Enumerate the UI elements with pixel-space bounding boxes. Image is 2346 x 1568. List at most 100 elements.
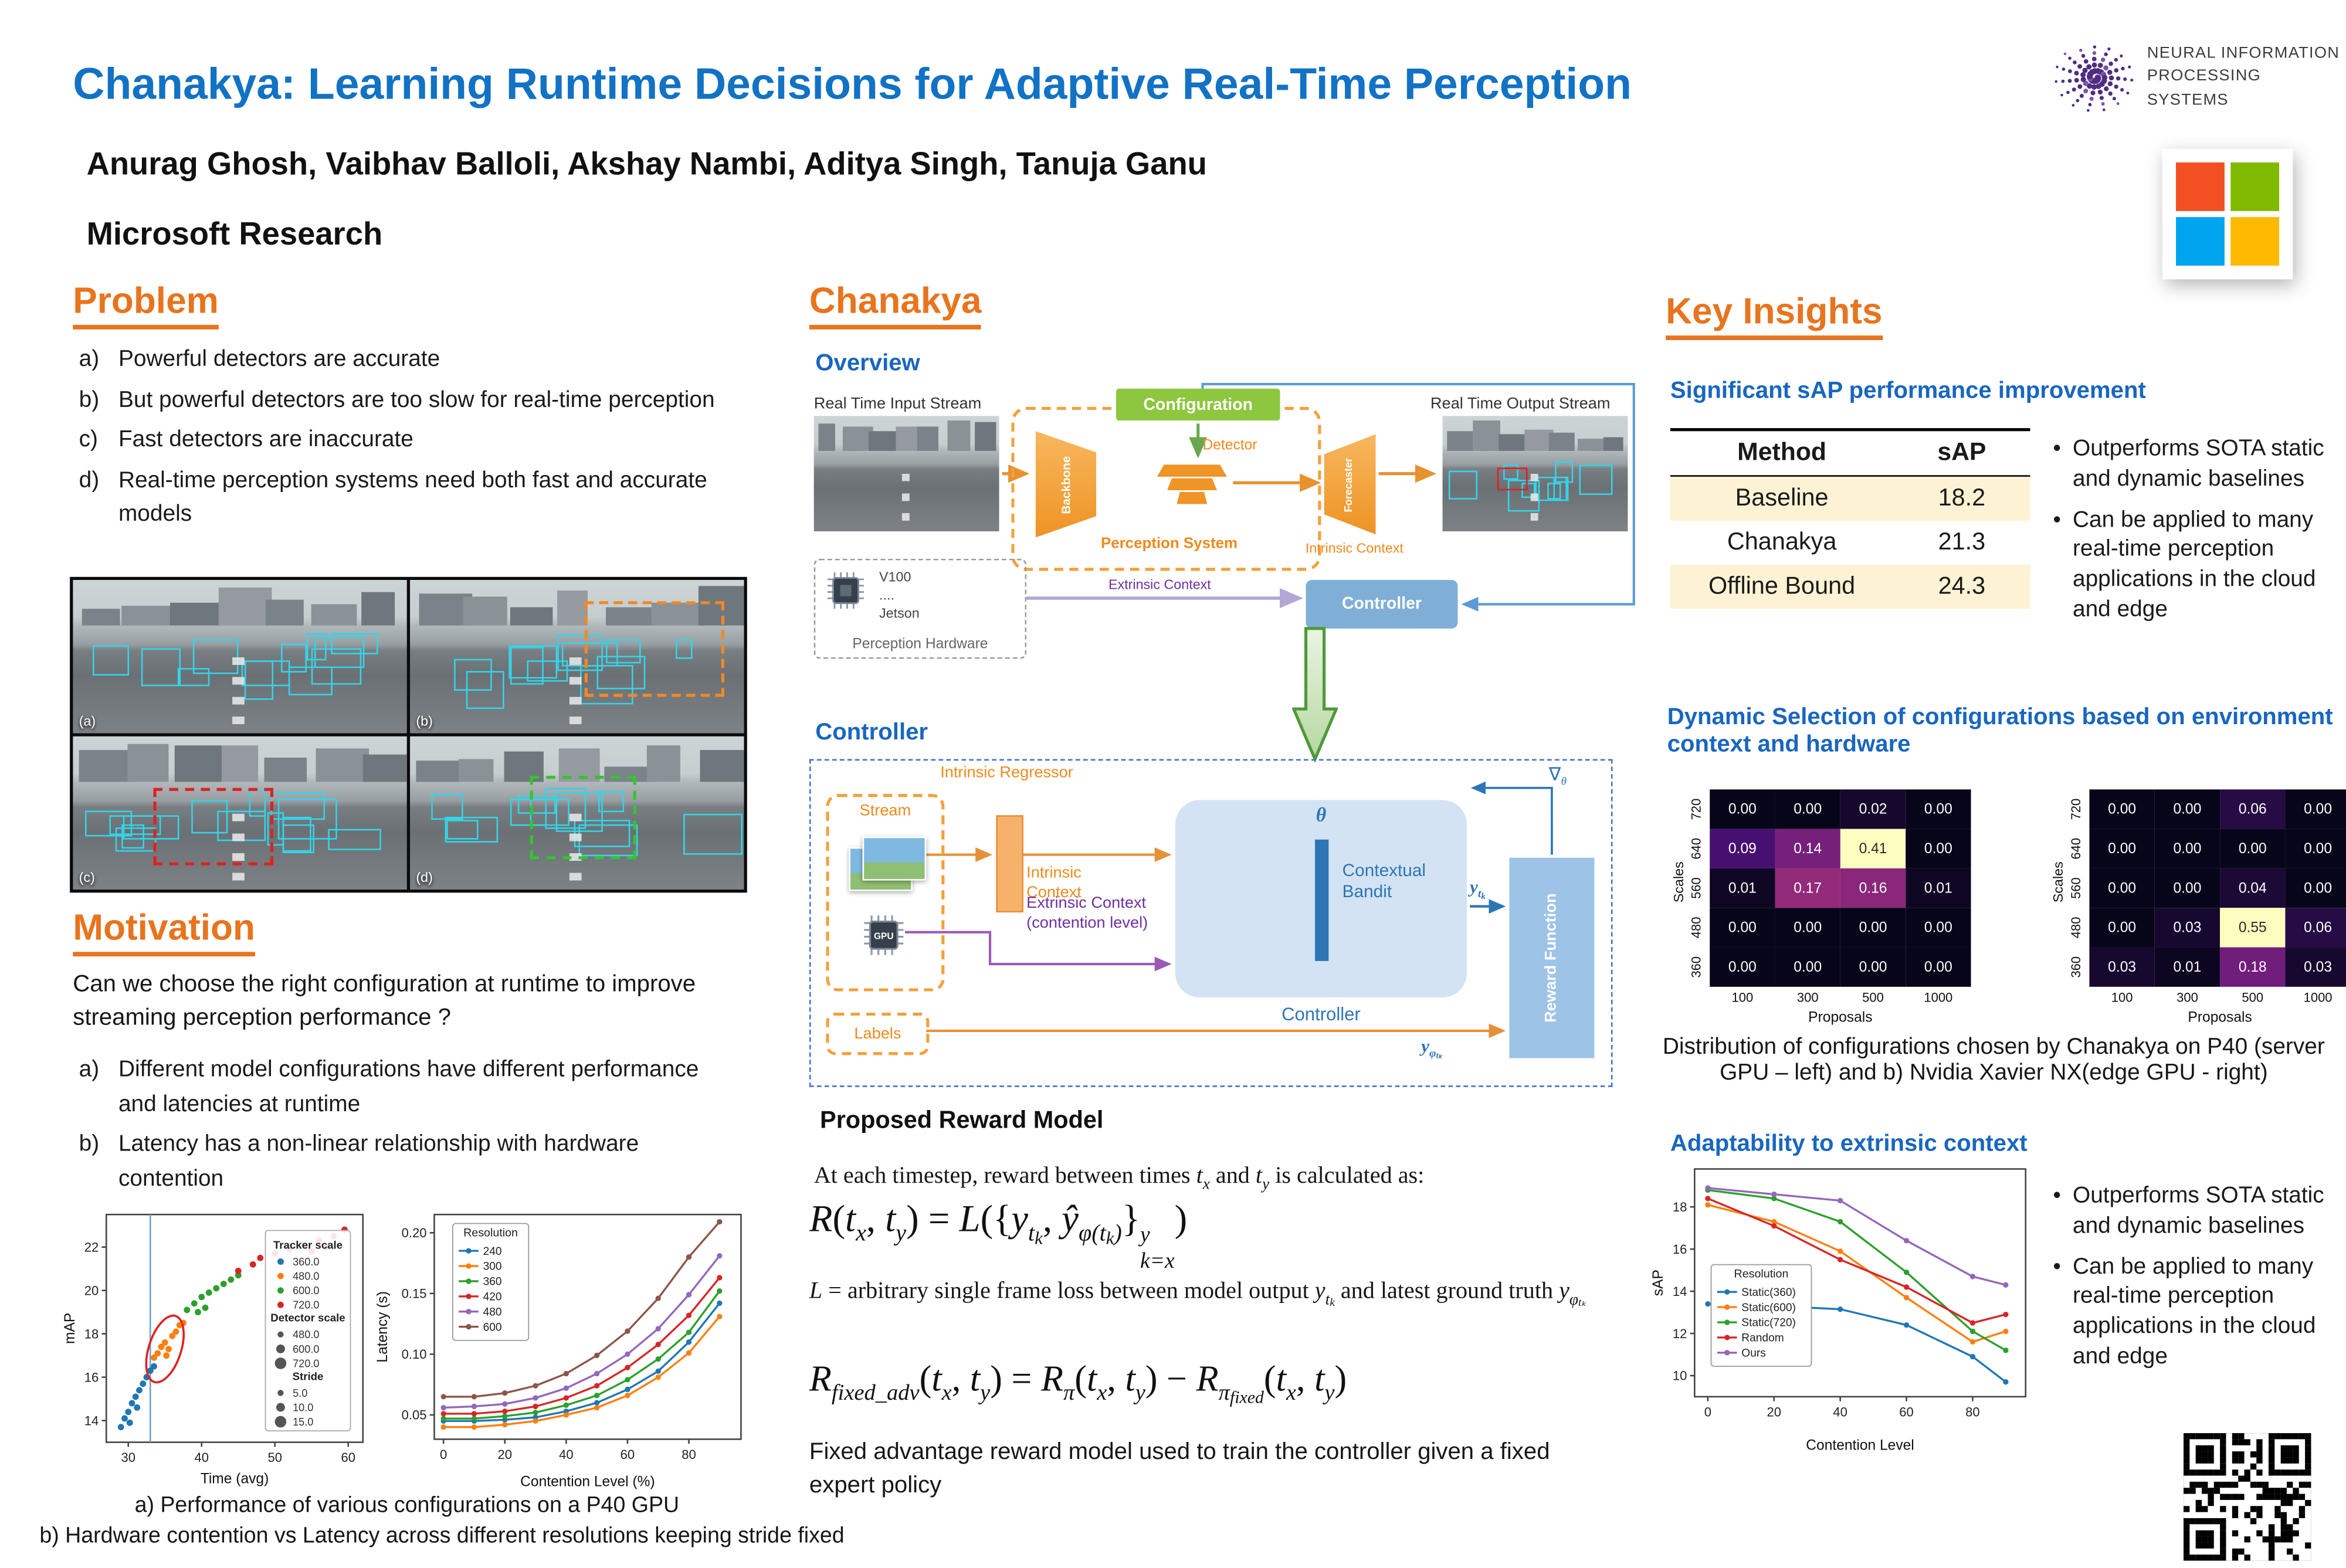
- yphitk-label: yφtₖ: [1421, 1035, 1442, 1061]
- svg-text:22: 22: [84, 1240, 99, 1254]
- reward-function-label: Reward Function: [1542, 893, 1561, 1023]
- hw-option: ....: [879, 588, 894, 603]
- svg-text:Static(360): Static(360): [1741, 1287, 1796, 1299]
- svg-text:Static(720): Static(720): [1741, 1317, 1796, 1329]
- item-text: Latency has a non-linear relationship wi…: [118, 1131, 639, 1192]
- svg-text:360.0: 360.0: [293, 1256, 319, 1268]
- labels-label: Labels: [854, 1024, 901, 1043]
- street-panel-d: (d): [410, 736, 744, 890]
- svg-text:5.0: 5.0: [293, 1387, 307, 1399]
- panel-label: (c): [79, 870, 95, 885]
- sap-section-heading: Significant sAP performance improvement: [1670, 378, 2146, 404]
- svg-text:14: 14: [1673, 1284, 1687, 1299]
- neurips-text-line1: NEURAL INFORMATION: [2147, 44, 2340, 63]
- input-stream-label: Real Time Input Stream: [813, 395, 982, 413]
- microsoft-logo: [2162, 148, 2293, 280]
- extrinsic-context-label: Extrinsic Context: [1108, 576, 1211, 592]
- intrinsic-context-label: Intrinsic Context: [1026, 864, 1082, 901]
- overview-connectors: [1002, 382, 1635, 612]
- latency-vs-contention-chart: 0 20 40 60 80 0.05 0.10 0.15 0.20 Contention Leve…: [374, 1202, 753, 1494]
- bullet: Can be applied to many real-time percept…: [2053, 1252, 2341, 1372]
- svg-text:480.0: 480.0: [293, 1329, 319, 1340]
- input-stream-image: [813, 416, 999, 532]
- svg-text:18: 18: [1673, 1200, 1687, 1214]
- controller-diagram: Stream GPU Labels Intrinsic Regressor In…: [809, 759, 1613, 1087]
- svg-text:15.0: 15.0: [293, 1416, 313, 1428]
- svg-text:10.0: 10.0: [293, 1401, 313, 1413]
- svg-text:Static(600): Static(600): [1741, 1302, 1796, 1314]
- sap-table: Method sAP Baseline 18.2 Chanakya 21.3 O…: [1670, 428, 2030, 609]
- heatmap-caption: Distribution of configurations chosen by…: [1662, 1034, 2325, 1086]
- item-text: Powerful detectors are accurate: [118, 346, 440, 372]
- overview-subheading: Overview: [815, 351, 920, 377]
- svg-text:40: 40: [195, 1450, 209, 1465]
- backbone-label: Backbone: [1059, 455, 1073, 514]
- grad-theta-label: ∇θ: [1548, 763, 1567, 788]
- street-panel-a: (a): [73, 579, 407, 734]
- cell-method: Offline Bound: [1708, 573, 1856, 599]
- page-title: Chanakya: Learning Runtime Decisions for…: [73, 60, 1632, 110]
- cell-sap: 18.2: [1938, 485, 1986, 511]
- cell-method: Chanakya: [1727, 529, 1837, 555]
- svg-text:480: 480: [483, 1306, 502, 1318]
- svg-text:10: 10: [1673, 1369, 1687, 1383]
- street-panel-b: (b): [410, 579, 744, 734]
- svg-text:0.10: 0.10: [402, 1347, 427, 1362]
- qr-code: [2183, 1433, 2312, 1562]
- problem-heading: Problem: [73, 281, 219, 330]
- svg-text:80: 80: [1965, 1405, 1979, 1420]
- controller-label: Controller: [1282, 1003, 1361, 1025]
- ms-square-yellow: [2230, 217, 2280, 266]
- table-header-row: Method sAP: [1670, 428, 2030, 477]
- cell-method: Baseline: [1735, 485, 1829, 511]
- svg-text:600: 600: [483, 1321, 502, 1333]
- reward-text-3: Fixed advantage reward model used to tra…: [809, 1439, 1550, 1499]
- hw-option: Jetson: [879, 606, 920, 622]
- motivation-list: a) Different model configurations have di…: [79, 1054, 735, 1203]
- ytk-label: ytk: [1470, 875, 1486, 902]
- caption-b: b) Hardware contention vs Latency across…: [39, 1524, 845, 1549]
- controller-subheading: Controller: [815, 719, 928, 746]
- svg-text:60: 60: [621, 1447, 635, 1462]
- svg-text:Resolution: Resolution: [463, 1227, 518, 1240]
- svg-text:Tracker scale: Tracker scale: [273, 1238, 343, 1251]
- col-header-method: Method: [1737, 439, 1827, 466]
- map-vs-time-scatter-chart: 30 40 50 60 14 16 18 20 22 Time (avg) mAP Tracker s…: [61, 1206, 372, 1491]
- cell-sap: 24.3: [1938, 573, 1986, 599]
- item-text: But powerful detectors are too slow for …: [118, 386, 715, 412]
- motivation-question: Can we choose the right configuration at…: [73, 971, 696, 1032]
- svg-text:Latency (s): Latency (s): [375, 1291, 391, 1363]
- controller-box: Controller: [1306, 579, 1458, 629]
- adaptability-bullets: Outperforms SOTA static and dynamic base…: [2053, 1181, 2341, 1383]
- bullet: Can be applied to many real-time percept…: [2053, 505, 2338, 625]
- item-label: a): [79, 346, 100, 372]
- authors: Anurag Ghosh, Vaibhav Balloli, Akshay Na…: [86, 147, 1207, 182]
- street-image: [410, 579, 744, 734]
- svg-text:600.0: 600.0: [293, 1343, 319, 1355]
- svg-text:Stride: Stride: [293, 1370, 324, 1382]
- cell-sap: 21.3: [1938, 529, 1986, 555]
- item-label: c): [79, 426, 98, 453]
- flow-down-arrow: [1292, 627, 1338, 762]
- sap-bullets: Outperforms SOTA static and dynamic base…: [2053, 434, 2338, 636]
- item-label: b): [79, 386, 100, 412]
- intrinsic-regressor-label: Intrinsic Regressor: [940, 763, 1073, 782]
- overview-diagram: Real Time Input Stream Configuration Bac…: [805, 382, 1640, 713]
- svg-text:40: 40: [1833, 1405, 1847, 1420]
- problem-figure: (a) (b) (c) (d): [70, 576, 747, 893]
- panel-label: (b): [416, 713, 433, 729]
- col-header-sap: sAP: [1937, 439, 1986, 466]
- dynamic-section-heading: Dynamic Selection of configurations base…: [1667, 704, 2333, 758]
- ms-square-red: [2176, 162, 2225, 211]
- key-insights-heading: Key Insights: [1666, 291, 1883, 340]
- svg-text:60: 60: [341, 1450, 355, 1465]
- intrinsic-context-label: Intrinsic Context: [1305, 540, 1403, 556]
- neurips-logo: NEURAL INFORMATION PROCESSING SYSTEMS: [2053, 30, 2341, 125]
- svg-text:Contention Level (%): Contention Level (%): [520, 1474, 655, 1490]
- svg-text:14: 14: [84, 1413, 99, 1428]
- stream-label: Stream: [859, 801, 911, 820]
- svg-text:12: 12: [1673, 1326, 1687, 1341]
- heatmap-p40: Scales 720 640 560 480 360 0.00 0.00 0.02 0.00 0.0…: [1667, 786, 2002, 1026]
- item-text: Fast detectors are inaccurate: [118, 426, 413, 453]
